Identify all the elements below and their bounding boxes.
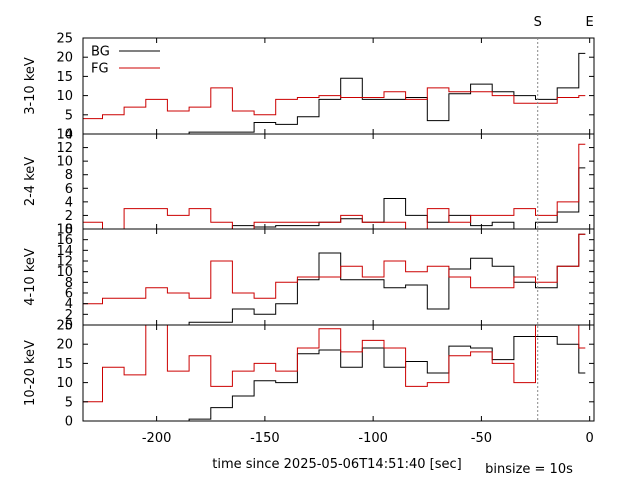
y-axis-label: 4-10 keV	[23, 248, 38, 306]
y-tick-label: 15	[56, 357, 73, 372]
x-tick-label: -150	[250, 431, 280, 446]
y-tick-label: 8	[65, 276, 73, 291]
fg-series-line	[83, 233, 586, 305]
y-tick-label: 10	[56, 376, 73, 391]
y-tick-label: 12	[56, 255, 73, 270]
y-axis-label: 3-10 keV	[23, 57, 38, 115]
legend-label-bg: BG	[91, 45, 110, 60]
bg-series-line	[83, 233, 586, 325]
y-tick-label: 4	[65, 195, 73, 210]
y-tick-label: 5	[65, 108, 73, 123]
marker-label-e: E	[586, 15, 594, 30]
y-tick-label: 0	[65, 415, 73, 430]
panel-4: 0 5 10 15 20 25 10-20 keV	[23, 319, 595, 430]
fg-series-line	[83, 143, 586, 229]
y-axis-label: 2-4 keV	[23, 157, 38, 206]
x-tick-label: -200	[142, 431, 172, 446]
y-tick-label: 14	[56, 128, 73, 143]
y-tick-label: 0	[65, 128, 73, 143]
panel-frame	[82, 324, 595, 422]
bg-series-line	[83, 52, 586, 134]
y-tick-label: 6	[65, 182, 73, 197]
bg-series-line	[83, 167, 586, 229]
y-tick-label: 16	[56, 233, 73, 248]
panel-1: 0 5 10 15 20 25 3-10 keV	[23, 32, 595, 143]
y-tick-label: 0	[65, 319, 73, 334]
y-tick-label: 12	[56, 141, 73, 156]
y-tick-label: 14	[56, 244, 73, 259]
x-tick-label: -50	[471, 431, 492, 446]
panel-frame	[82, 37, 595, 135]
x-axis-label: time since 2025-05-06T14:51:40 [sec]	[212, 457, 461, 472]
y-tick-label: 20	[56, 51, 73, 66]
y-tick-label: 10	[56, 155, 73, 170]
x-tick-label: 0	[586, 431, 594, 446]
marker-label-s: S	[534, 15, 542, 30]
legend: BG FG	[91, 45, 160, 77]
x-tick-label: -100	[358, 431, 388, 446]
y-tick-label: 20	[56, 338, 73, 353]
y-tick-label: 2	[65, 209, 73, 224]
y-tick-label: 8	[65, 168, 73, 183]
y-tick-label: 10	[56, 89, 73, 104]
y-tick-label: 0	[65, 223, 73, 238]
y-tick-label: 25	[56, 319, 73, 334]
y-tick-label: 25	[56, 32, 73, 47]
y-tick-label: 18	[56, 223, 73, 238]
panel-frame	[82, 133, 595, 230]
fg-series-line	[83, 325, 586, 403]
y-tick-label: 5	[65, 395, 73, 410]
y-tick-label: 2	[65, 308, 73, 323]
legend-label-fg: FG	[91, 62, 109, 77]
y-tick-label: 15	[56, 70, 73, 85]
binsize-label: binsize = 10s	[485, 462, 573, 477]
y-tick-label: 10	[56, 265, 73, 280]
fg-series-line	[83, 87, 586, 120]
y-tick-label: 4	[65, 297, 73, 312]
y-tick-label: 6	[65, 287, 73, 302]
bg-series-line	[83, 336, 586, 421]
y-axis-label: 10-20 keV	[23, 340, 38, 406]
